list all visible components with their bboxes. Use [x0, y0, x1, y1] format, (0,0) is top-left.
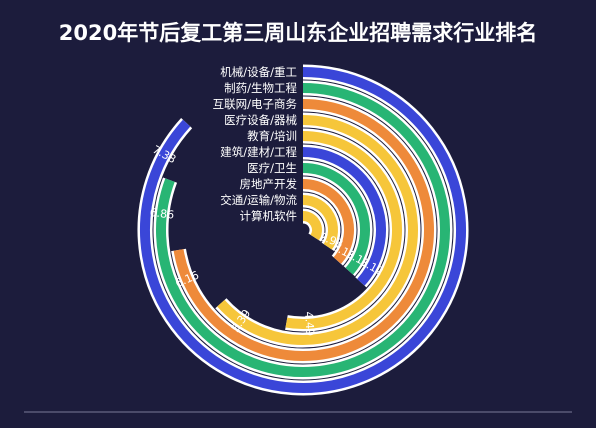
value-label: 6.86 [149, 206, 175, 222]
category-label: 房地产开发 [240, 177, 298, 191]
ring-bar [173, 99, 434, 361]
chart-title: 2020年节后复工第三周山东企业招聘需求行业排名 [59, 21, 537, 45]
category-label: 教育/培训 [247, 129, 297, 143]
ring-bar [302, 211, 322, 241]
category-label: 计算机软件 [240, 209, 298, 223]
ring-bar [285, 131, 402, 329]
category-label: 交通/运输/物流 [220, 193, 297, 207]
category-label: 互联网/电子商务 [213, 97, 298, 111]
ring-bar [140, 67, 466, 393]
category-label: 医疗设备/器械 [224, 113, 297, 127]
ring-bar [217, 115, 418, 345]
category-label: 制药/生物工程 [224, 81, 297, 95]
ring-bar [302, 195, 338, 250]
ring-bar [302, 147, 386, 286]
category-label: 机械/设备/重工 [220, 65, 297, 79]
ring-bar [302, 179, 354, 264]
ring-bars [140, 67, 466, 393]
category-labels: 机械/设备/重工制药/生物工程互联网/电子商务医疗设备/器械教育/培训建筑/建材… [213, 65, 298, 223]
ring-bar [302, 163, 370, 275]
category-label: 医疗/卫生 [247, 161, 297, 175]
ring-bar [156, 83, 450, 377]
category-label: 建筑/建材/工程 [220, 145, 297, 159]
value-label: 4.49 [302, 311, 317, 336]
